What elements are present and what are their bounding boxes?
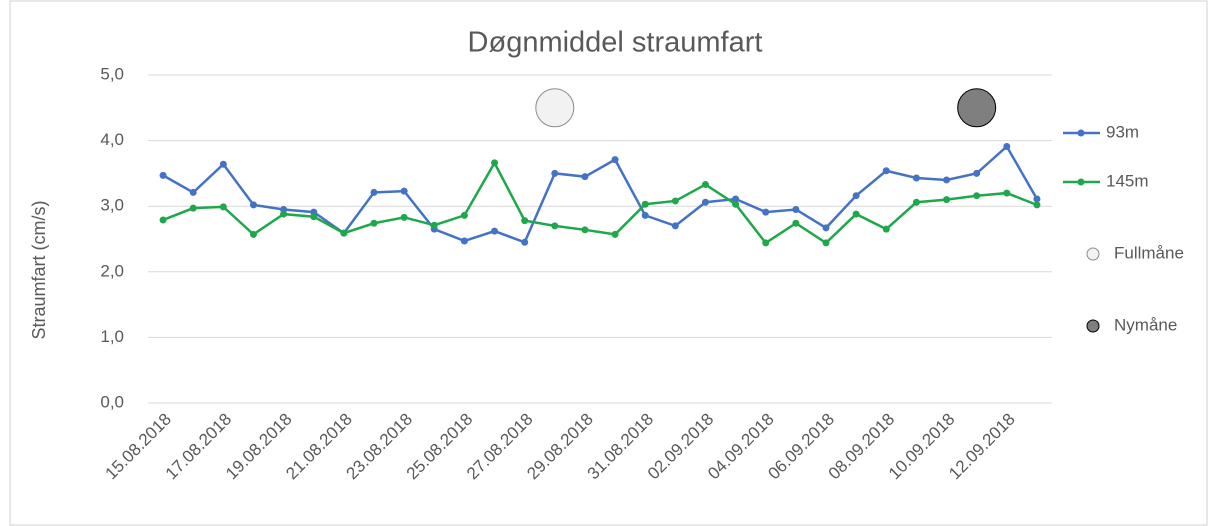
data-point	[762, 208, 770, 216]
legend-marker	[1086, 319, 1100, 333]
data-point	[310, 213, 318, 221]
data-point	[822, 239, 830, 247]
data-point	[943, 176, 951, 184]
data-point	[671, 197, 679, 205]
data-point	[581, 226, 589, 234]
data-point	[1003, 189, 1011, 197]
legend-marker	[1077, 129, 1085, 137]
data-point	[882, 225, 890, 233]
legend-label: Nymåne	[1114, 315, 1177, 334]
y-tick-label: 0,0	[100, 392, 124, 411]
y-axis-label: Straumfart (cm/s)	[29, 200, 49, 339]
data-point	[340, 229, 348, 237]
data-point	[581, 173, 589, 181]
moon-marker	[535, 88, 575, 128]
data-point	[491, 159, 499, 167]
series-line	[162, 144, 1039, 244]
data-point	[189, 188, 197, 196]
y-tick-label: 2,0	[100, 261, 124, 280]
data-point	[430, 221, 438, 229]
chart-frame	[9, 0, 1208, 526]
y-tick-label: 3,0	[100, 196, 124, 215]
data-point	[852, 192, 860, 200]
data-point	[701, 181, 709, 189]
data-point	[641, 200, 649, 208]
legend-label: Fullmåne	[1114, 243, 1184, 262]
data-point	[400, 187, 408, 195]
data-point	[521, 217, 529, 225]
data-point	[973, 169, 981, 177]
data-point	[551, 222, 559, 230]
data-point	[792, 205, 800, 213]
series-line	[162, 160, 1038, 245]
data-point	[219, 203, 227, 211]
data-point	[280, 210, 288, 218]
data-point	[219, 160, 227, 168]
y-tick-label: 4,0	[100, 130, 124, 149]
data-point	[370, 188, 378, 196]
legend-marker	[1077, 178, 1085, 186]
legend-marker	[1086, 247, 1100, 261]
data-point	[912, 174, 920, 182]
data-point	[973, 192, 981, 200]
data-point	[792, 219, 800, 227]
legend-label: 145m	[1106, 171, 1149, 190]
data-point	[370, 219, 378, 227]
y-tick-label: 1,0	[100, 327, 124, 346]
data-point	[943, 196, 951, 204]
data-point	[611, 156, 619, 164]
data-point	[551, 169, 559, 177]
data-point	[611, 230, 619, 238]
data-point	[912, 198, 920, 206]
data-point	[189, 204, 197, 212]
data-point	[460, 211, 468, 219]
data-point	[460, 237, 468, 245]
data-point	[641, 211, 649, 219]
data-point	[732, 195, 740, 203]
legend-label: 93m	[1106, 122, 1139, 141]
data-point	[521, 238, 529, 246]
data-point	[400, 213, 408, 221]
chart-title: Døgnmiddel straumfart	[468, 27, 763, 59]
data-point	[701, 198, 709, 206]
data-point	[249, 201, 257, 209]
y-tick-label: 5,0	[100, 64, 124, 83]
data-point	[671, 222, 679, 230]
data-point	[159, 216, 167, 224]
data-point	[852, 210, 860, 218]
data-point	[882, 167, 890, 175]
data-point	[732, 200, 740, 208]
data-point	[249, 230, 257, 238]
data-point	[762, 239, 770, 247]
data-point	[822, 224, 830, 232]
data-point	[1033, 201, 1041, 209]
data-point	[1003, 143, 1011, 151]
data-point	[159, 171, 167, 179]
data-point	[491, 227, 499, 235]
data-point	[1033, 195, 1041, 203]
moon-marker	[957, 88, 997, 128]
